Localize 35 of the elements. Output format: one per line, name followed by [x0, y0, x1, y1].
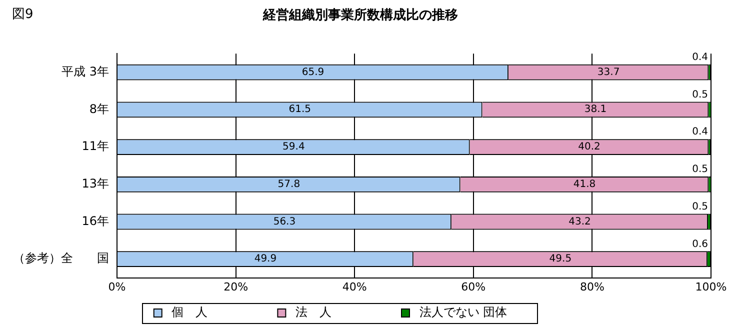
data-label: 40.2 — [578, 142, 600, 153]
data-label: 65.9 — [302, 66, 324, 78]
y-tick-label: 16年 — [82, 214, 109, 228]
data-label: 0.6 — [692, 238, 708, 250]
data-label: 0.5 — [692, 201, 708, 212]
data-label: 56.3 — [273, 216, 296, 228]
data-label: 49.5 — [549, 254, 572, 265]
x-tick-label: 100% — [695, 280, 727, 294]
x-tick-label: 60% — [461, 280, 486, 294]
data-label: 38.1 — [584, 104, 607, 116]
data-label: 0.5 — [692, 164, 708, 176]
x-tick-label: 0% — [108, 280, 126, 294]
x-tick-label: 20% — [224, 280, 248, 294]
data-label: 61.5 — [288, 104, 312, 116]
caption: 図9 — [12, 6, 34, 22]
y-tick-label: 13年 — [82, 176, 109, 191]
legend-label: 個 人 — [168, 305, 268, 320]
chart-title: 経営組織別事業所数構成比の推移 — [262, 7, 458, 24]
data-label: 41.8 — [573, 178, 596, 190]
legend-label: 法 人 — [292, 305, 392, 320]
y-tick-label: （参考）全 国 — [13, 251, 109, 266]
y-tick-label: 11年 — [82, 139, 109, 154]
data-label: 57.8 — [278, 178, 300, 190]
x-tick-label: 80% — [580, 280, 604, 294]
x-tick-label: 40% — [342, 280, 367, 294]
data-label: 43.2 — [568, 216, 591, 228]
data-label: 0.4 — [692, 126, 708, 138]
y-tick-label: 平成 3年 — [62, 64, 109, 78]
legend-label: 法人でない 団体 — [416, 305, 568, 320]
y-tick-label: 8年 — [89, 102, 109, 116]
data-label: 33.7 — [597, 66, 620, 78]
data-label: 59.4 — [282, 142, 305, 153]
data-label: 49.9 — [254, 254, 277, 265]
data-label: 0.4 — [692, 52, 708, 63]
data-label: 0.5 — [692, 89, 708, 100]
